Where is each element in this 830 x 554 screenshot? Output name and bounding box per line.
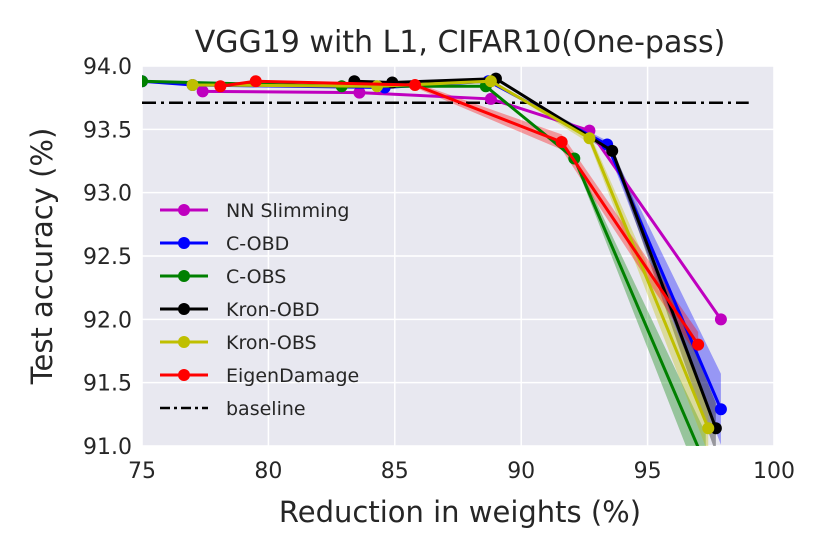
legend-c-obs-marker [178,270,190,282]
eigendamage-point [249,75,262,88]
c-obd-point [714,403,727,416]
legend-kron-obs-label: Kron-OBS [226,332,317,354]
legend-eigendamage-marker [178,369,190,381]
y-tick-labels: 91.0 91.5 92.0 92.5 93.0 93.5 94.0 [83,55,132,460]
eigendamage-point [409,79,422,91]
x-tick-label: 85 [381,459,409,484]
nn-slimming-point [353,86,366,99]
legend-c-obd-marker [178,237,190,249]
y-tick-label: 93.5 [83,118,132,143]
x-tick-label: 90 [507,459,535,484]
y-tick-label: 93.0 [83,182,132,207]
nn-slimming-point [714,313,727,326]
kron-obs-point [702,422,715,435]
c-obs-point [700,459,712,471]
x-tick-label: 80 [254,459,282,484]
legend-eigendamage-label: EigenDamage [226,365,359,387]
c-obs-point [142,75,148,88]
legend-nn-slimming-marker [178,204,190,216]
y-tick-label: 94.0 [83,55,132,80]
legend-c-obs-label: C-OBS [226,266,286,288]
series-group [142,72,727,471]
x-axis-label: Reduction in weights (%) [279,495,641,529]
x-tick-label: 95 [634,459,662,484]
x-tick-label: 100 [753,459,795,484]
grid [141,65,775,447]
kron-obd-point [606,144,619,157]
kron-obs-point [484,75,497,88]
chart-title: VGG19 with L1, CIFAR10(One-pass) [195,25,726,60]
legend-kron-obs-marker [178,336,190,348]
y-tick-label: 91.0 [83,435,132,460]
kron-obs-point [186,79,199,91]
x-tick-label: 75 [128,459,156,484]
y-axis-label: Test accuracy (%) [25,128,59,386]
y-tick-label: 91.5 [83,372,132,397]
kron-obs-point [371,80,384,93]
legend-kron-obd-marker [178,303,190,315]
y-tick-label: 92.0 [83,308,132,333]
eigendamage-point [214,80,227,93]
y-tick-label: 92.5 [83,245,132,270]
eigendamage-point [692,338,705,351]
legend-c-obd-label: C-OBD [226,233,289,255]
kron-obs-point [583,132,596,145]
legend-nn-slimming-label: NN Slimming [226,200,349,222]
x-tick-labels: 75 80 85 90 95 100 [128,459,795,484]
eigendamage-point [555,136,568,148]
legend-baseline-label: baseline [226,398,306,420]
legend-kron-obd-label: Kron-OBD [226,299,320,321]
legend: NN Slimming C-OBD C-OBS Kron-OBD Kron-OBS Eig… [160,200,359,420]
nn-slimming-point [196,85,209,98]
nn-slimming-point [484,92,497,105]
